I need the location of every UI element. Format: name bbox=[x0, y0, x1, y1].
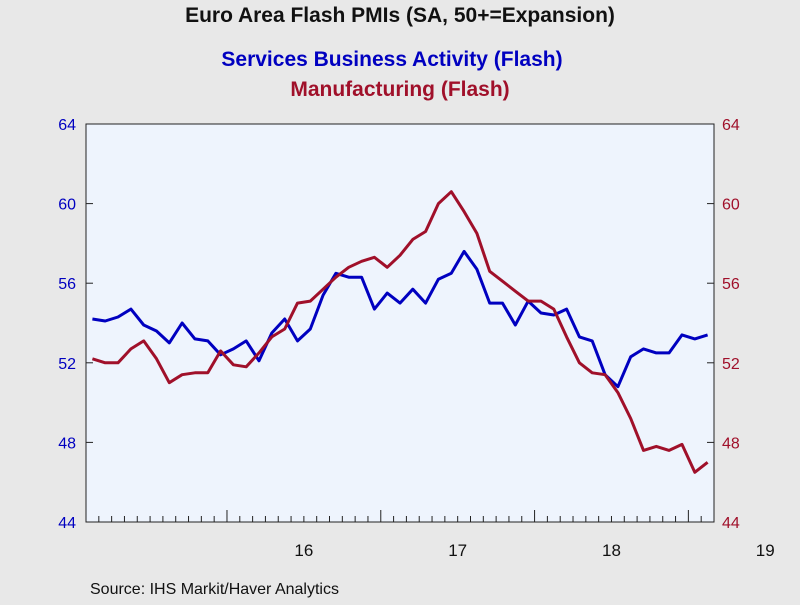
legend-manufacturing: Manufacturing (Flash) bbox=[290, 78, 509, 101]
y-tick-label-left: 44 bbox=[58, 515, 76, 532]
x-tick-label: 18 bbox=[602, 541, 621, 560]
y-tick-label-right: 64 bbox=[722, 117, 740, 134]
manufacturing-line bbox=[91, 190, 709, 474]
y-tick-label-right: 56 bbox=[722, 276, 740, 293]
legend-services: Services Business Activity (Flash) bbox=[221, 48, 562, 71]
plot-area bbox=[85, 123, 715, 523]
source-note: Source: IHS Markit/Haver Analytics bbox=[90, 581, 339, 598]
y-tick-label-left: 64 bbox=[58, 117, 76, 134]
y-tick-label-left: 56 bbox=[58, 276, 76, 293]
x-tick-label: 16 bbox=[294, 541, 313, 560]
y-tick-label-left: 52 bbox=[58, 356, 76, 373]
x-tick-label: 17 bbox=[448, 541, 467, 560]
y-tick-label-left: 48 bbox=[58, 435, 76, 452]
series-lines bbox=[91, 190, 709, 474]
y-tick-label-right: 48 bbox=[722, 435, 740, 452]
y-tick-label-right: 44 bbox=[722, 515, 740, 532]
y-tick-label-right: 60 bbox=[722, 197, 740, 214]
chart-title: Euro Area Flash PMIs (SA, 50+=Expansion) bbox=[185, 4, 615, 27]
axes: 44 48 52 56 60 64 44 48 52 56 60 64 16 17 18 19 bbox=[58, 117, 775, 560]
x-tick-label: 19 bbox=[756, 541, 775, 560]
y-tick-label-left: 60 bbox=[58, 197, 76, 214]
y-tick-label-right: 52 bbox=[722, 356, 740, 373]
